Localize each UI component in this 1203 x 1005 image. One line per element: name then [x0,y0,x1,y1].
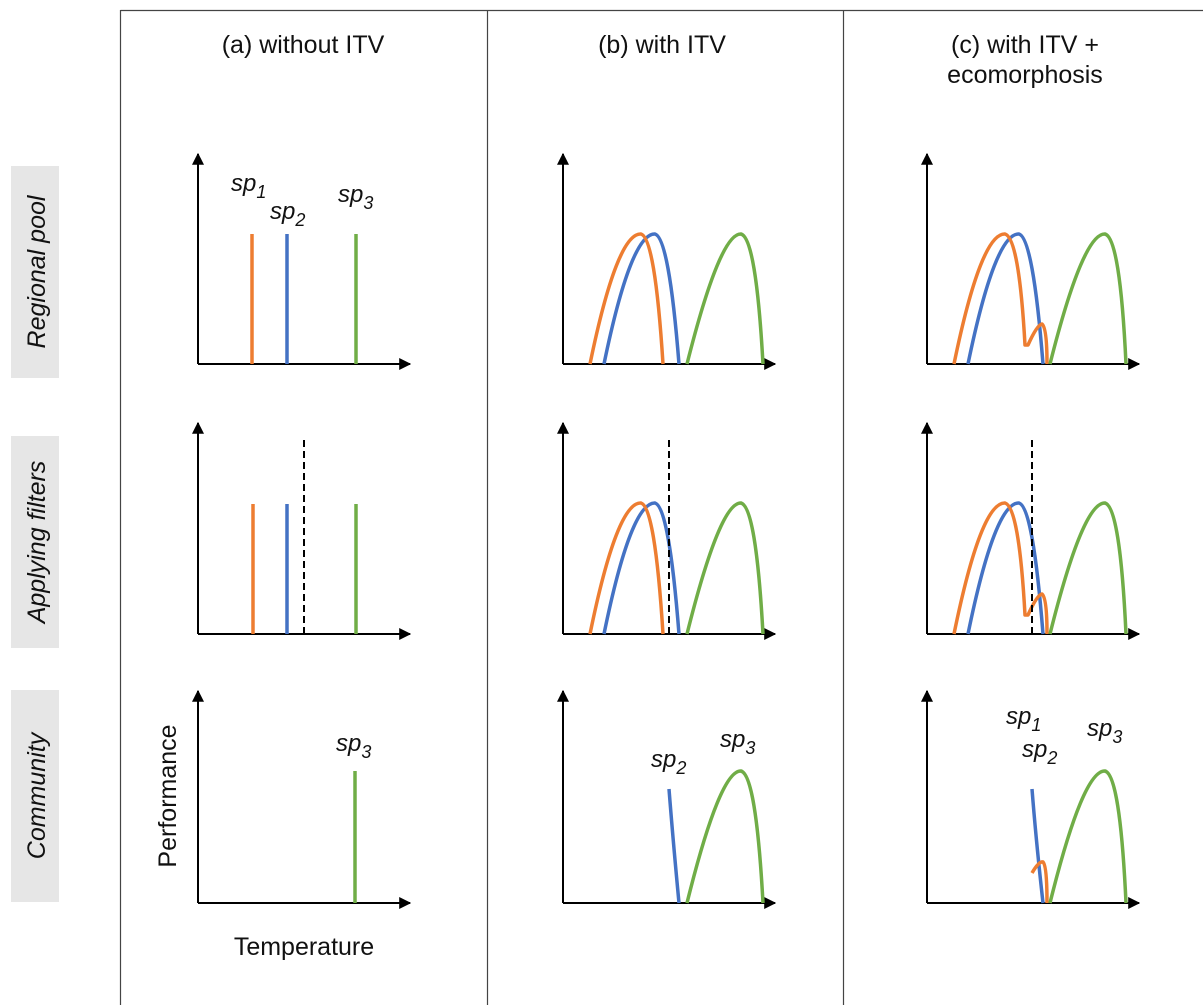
sp3-performance-curve [685,769,765,904]
row-label-box-regional [11,166,59,378]
sp3-label-subscript: 3 [1112,727,1122,747]
sp1-label-subscript: 1 [1031,715,1041,735]
sp2-label: sp2 [1022,736,1057,768]
column-titles: (a) without ITV (b) with ITV (c) with IT… [222,31,1103,89]
column-title-c-line1: (c) with ITV + [951,31,1099,59]
sp1-performance-curve [952,232,1049,365]
panel-b-regional [557,152,777,370]
y-axis-title: Performance [154,724,182,867]
column-dividers [119,9,1203,1005]
column-title-b: (b) with ITV [598,31,726,59]
sp3-performance-curve [1048,501,1128,635]
sp3-label-subscript: 3 [745,738,755,758]
sp3-performance-curve [685,501,765,635]
sp2-label-base: sp [270,198,295,225]
panel-a-regional: sp1 sp2 sp3 [192,152,412,370]
sp3-label: sp3 [1087,715,1122,747]
panel-c-regional [921,152,1141,370]
sp1-label-base: sp [1006,703,1031,730]
sp2-label-subscript: 2 [1046,748,1057,768]
panel-a-community: sp3 Performance Temperature [154,689,412,961]
row-label-applying-filters: Applying filters [23,461,51,626]
column-title-c-line2: ecomorphosis [947,61,1103,89]
panel-c-filters [921,421,1141,640]
sp2-performance-curve [602,232,681,365]
sp3-performance-curve [685,232,765,365]
row-label-box-filters [11,436,59,648]
sp2-label-base: sp [1022,736,1047,763]
panel-a-filters [192,421,412,640]
panel-c-community: sp1 sp2 sp3 [921,689,1141,909]
sp3-label: sp3 [338,181,373,213]
sp1-performance-curve [952,501,1049,635]
sp3-label-base: sp [1087,715,1112,742]
row-labels: Regional pool Applying filters Community [11,166,59,902]
sp3-label-subscript: 3 [361,742,371,762]
sp2-label-base: sp [651,746,676,773]
sp1-label: sp1 [1006,703,1041,735]
sp2-performance-curve [1030,788,1045,904]
sp1-performance-curve [1030,860,1049,904]
sp1-label-subscript: 1 [256,182,266,202]
sp1-label-base: sp [231,170,256,197]
row-label-community: Community [23,731,51,859]
sp2-label: sp2 [270,198,305,230]
sp2-performance-curve [602,501,681,635]
sp3-label-base: sp [336,730,361,757]
sp3-performance-curve [1048,232,1128,365]
row-label-box-community [11,690,59,902]
sp2-label-subscript: 2 [294,210,305,230]
sp2-label: sp2 [651,746,686,778]
sp2-performance-curve [966,501,1045,635]
sp2-label-subscript: 2 [675,758,686,778]
panel-b-filters [557,421,777,640]
sp3-label-base: sp [338,181,363,208]
column-title-a: (a) without ITV [222,31,385,59]
sp1-label: sp1 [231,170,266,202]
sp1-performance-curve [588,232,665,365]
sp3-label-subscript: 3 [363,193,373,213]
sp2-performance-curve [966,232,1045,365]
sp3-label: sp3 [336,730,371,762]
sp1-performance-curve [588,501,665,635]
sp2-performance-curve [667,788,681,904]
sp3-performance-curve [1048,769,1128,904]
row-label-regional-pool: Regional pool [23,194,51,348]
sp3-label: sp3 [720,726,755,758]
x-axis-title: Temperature [234,933,374,961]
panel-b-community: sp2 sp3 [557,689,777,909]
sp3-label-base: sp [720,726,745,753]
